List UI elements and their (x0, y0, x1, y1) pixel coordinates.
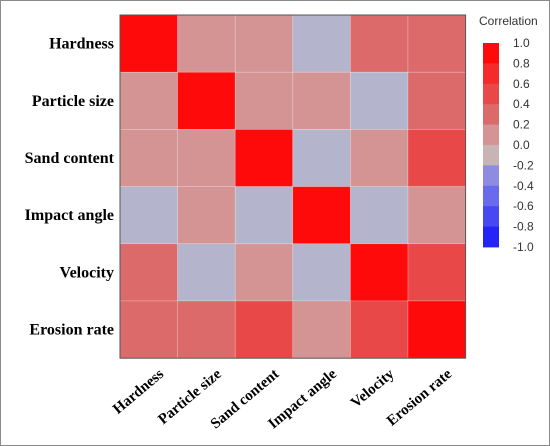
row-label: Particle size (32, 93, 114, 110)
row-labels: Hardness Particle size Sand content Impact … (25, 36, 115, 339)
legend-color-bar (483, 43, 499, 248)
legend-swatch (483, 185, 499, 207)
legend-swatch (483, 83, 499, 105)
heatmap-cell (119, 71, 178, 130)
heatmap-cell (407, 300, 466, 359)
legend-swatch (483, 124, 499, 146)
color-legend: Correlation 1.0 0.8 0.6 0.4 0.2 0.0 -0.2 -0.4 -0… (479, 14, 538, 254)
legend-tick-label: 0.6 (513, 77, 530, 91)
column-label: Hardness (110, 366, 167, 417)
legend-swatch (483, 43, 499, 64)
heatmap-cell (292, 71, 351, 130)
legend-tick-label: -0.6 (513, 199, 534, 213)
heatmap-cell (292, 129, 351, 187)
heatmap-cell (292, 300, 351, 359)
heatmap-cell (350, 243, 409, 302)
legend-tick-label: -0.2 (513, 158, 534, 172)
heatmap-cell (407, 186, 466, 245)
heatmap-cell (350, 300, 409, 359)
heatmap-cell (292, 186, 351, 245)
heatmap-cell (177, 14, 236, 73)
legend-tick-label: -1.0 (513, 240, 534, 254)
heatmap-cell (119, 243, 178, 302)
legend-title: Correlation (479, 14, 538, 28)
legend-swatch (483, 206, 499, 227)
row-label: Velocity (59, 264, 114, 281)
heatmap-cell (234, 186, 294, 245)
legend-swatch (483, 226, 499, 248)
legend-tick-label: -0.4 (513, 179, 534, 193)
heatmap-cell (177, 300, 236, 359)
legend-swatch (483, 63, 499, 85)
heatmap-border (119, 14, 467, 359)
legend-swatch (483, 104, 499, 125)
column-label: Velocity (348, 366, 398, 411)
heatmap-cell (177, 129, 236, 187)
legend-swatch (483, 145, 499, 166)
heatmap-cell (292, 14, 351, 73)
legend-swatch (483, 165, 499, 187)
row-label: Hardness (49, 36, 114, 53)
heatmap-cell (407, 129, 466, 187)
heatmap-cell (177, 243, 236, 302)
heatmap-cell (234, 71, 294, 130)
heatmap-cells (119, 14, 467, 359)
row-label: Erosion rate (29, 322, 114, 339)
heatmap-cell (292, 243, 351, 302)
heatmap-cell (407, 243, 466, 302)
legend-tick-label: 0.2 (513, 118, 530, 132)
heatmap-cell (350, 14, 409, 73)
legend-tick-label: 0.4 (513, 97, 530, 111)
heatmap-cell (234, 300, 294, 359)
row-label: Sand content (25, 150, 115, 167)
heatmap-cell (350, 129, 409, 187)
heatmap-cell (119, 186, 178, 245)
legend-ticks: 1.0 0.8 0.6 0.4 0.2 0.0 -0.2 -0.4 -0.6 -0.8 -1.0 (513, 36, 534, 254)
heatmap-cell (119, 14, 178, 73)
row-label: Impact angle (25, 207, 114, 224)
heatmap-cell (119, 300, 178, 359)
heatmap-cell (234, 129, 294, 187)
heatmap-cell (119, 129, 178, 187)
heatmap-cell (407, 14, 466, 73)
legend-tick-label: 1.0 (513, 36, 530, 50)
heatmap-cell (350, 186, 409, 245)
heatmap-cell (234, 14, 294, 73)
heatmap-cell (177, 71, 236, 130)
heatmap-cell (234, 243, 294, 302)
heatmap-cell (177, 186, 236, 245)
heatmap-cell (407, 71, 466, 130)
heatmap-cell (350, 71, 409, 130)
legend-tick-label: 0.0 (513, 138, 530, 152)
legend-tick-label: 0.8 (513, 56, 530, 70)
legend-tick-label: -0.8 (513, 220, 534, 234)
